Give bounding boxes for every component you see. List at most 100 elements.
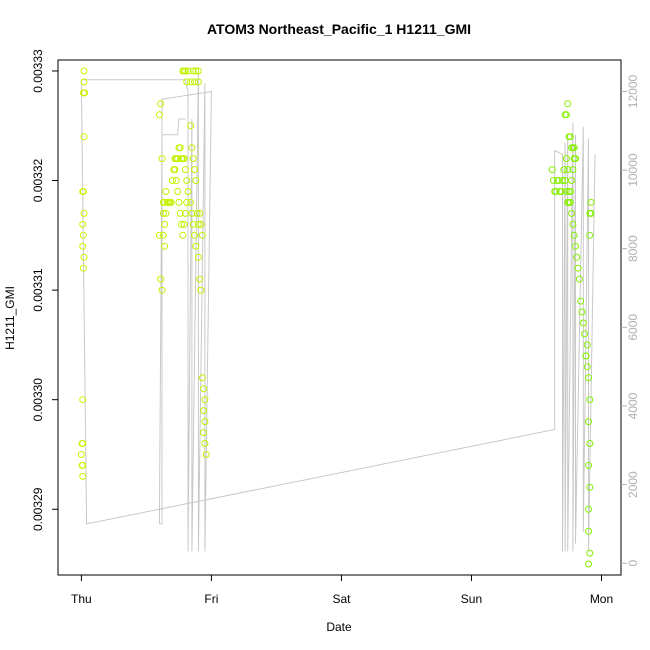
data-point bbox=[549, 177, 557, 184]
data-point bbox=[572, 242, 579, 250]
data-point bbox=[180, 155, 188, 163]
data-points-layer bbox=[77, 67, 595, 568]
data-point bbox=[559, 177, 566, 184]
data-point bbox=[585, 505, 592, 513]
data-point bbox=[577, 297, 585, 305]
data-point bbox=[564, 166, 572, 174]
data-point bbox=[162, 209, 170, 217]
data-point bbox=[569, 166, 577, 174]
data-point bbox=[79, 472, 87, 480]
data-point bbox=[568, 177, 576, 184]
data-point bbox=[200, 429, 208, 437]
data-point bbox=[570, 231, 578, 239]
data-point bbox=[79, 264, 87, 272]
data-point bbox=[80, 209, 88, 217]
data-point bbox=[79, 231, 87, 239]
data-point bbox=[194, 67, 202, 75]
data-point bbox=[174, 188, 182, 195]
data-point bbox=[585, 418, 592, 426]
data-point bbox=[188, 144, 196, 152]
data-point bbox=[552, 188, 560, 195]
data-point bbox=[158, 286, 166, 294]
data-point bbox=[176, 209, 184, 217]
data-point bbox=[587, 209, 595, 217]
data-point bbox=[568, 209, 576, 217]
data-point bbox=[548, 166, 556, 174]
data-point bbox=[198, 231, 206, 239]
data-point bbox=[191, 78, 198, 86]
data-point bbox=[574, 264, 582, 272]
x-tick-label: Mon bbox=[590, 592, 613, 606]
data-point bbox=[192, 67, 200, 75]
data-point bbox=[583, 341, 591, 349]
x-axis-label: Date bbox=[326, 620, 352, 634]
data-point bbox=[586, 483, 594, 491]
data-point bbox=[198, 374, 206, 382]
data-point bbox=[582, 352, 590, 360]
data-point bbox=[579, 319, 587, 327]
data-point bbox=[187, 78, 195, 86]
data-point bbox=[583, 363, 591, 371]
data-point bbox=[167, 198, 175, 206]
data-point bbox=[586, 549, 594, 557]
data-point bbox=[586, 231, 594, 239]
data-point bbox=[200, 385, 208, 393]
y-right-tick-label: 8000 bbox=[626, 235, 640, 262]
data-point bbox=[581, 330, 589, 338]
data-point bbox=[575, 275, 583, 283]
data-point bbox=[79, 396, 87, 404]
data-point bbox=[566, 198, 574, 206]
x-tick-label: Sat bbox=[332, 592, 351, 606]
data-point bbox=[562, 111, 570, 119]
data-point bbox=[80, 133, 88, 141]
data-point bbox=[189, 155, 197, 163]
data-point bbox=[79, 440, 87, 447]
data-point bbox=[162, 188, 170, 195]
data-point bbox=[80, 78, 88, 86]
data-point bbox=[189, 220, 197, 228]
data-point bbox=[201, 418, 209, 426]
data-point bbox=[202, 451, 210, 458]
y-right-tick-label: 0 bbox=[626, 560, 640, 567]
y-left-tick-label: 0.00332 bbox=[31, 158, 45, 202]
data-point bbox=[192, 242, 200, 250]
data-point bbox=[564, 100, 572, 108]
data-point bbox=[197, 220, 205, 228]
x-tick-label: Fri bbox=[204, 592, 218, 606]
data-point bbox=[180, 220, 188, 228]
data-point bbox=[562, 188, 570, 195]
data-point bbox=[191, 166, 198, 174]
data-point bbox=[585, 560, 592, 568]
y-left-tick-label: 0.00331 bbox=[31, 268, 45, 312]
data-point bbox=[565, 188, 573, 195]
y-right-tick-label: 4000 bbox=[626, 392, 640, 419]
data-point bbox=[157, 275, 165, 283]
data-point bbox=[585, 374, 592, 382]
data-point bbox=[587, 198, 595, 206]
data-point bbox=[201, 440, 209, 447]
data-point bbox=[80, 67, 88, 75]
data-point bbox=[79, 188, 87, 195]
data-point bbox=[78, 461, 86, 469]
data-point bbox=[172, 177, 180, 184]
data-point bbox=[80, 253, 88, 261]
data-point bbox=[578, 308, 586, 316]
data-point bbox=[168, 177, 176, 184]
data-point bbox=[178, 220, 185, 228]
data-point bbox=[159, 231, 167, 239]
data-point bbox=[570, 144, 578, 152]
altitude-line-0 bbox=[80, 79, 596, 552]
y-left-tick-label: 0.00333 bbox=[31, 49, 45, 93]
data-point bbox=[79, 220, 87, 228]
data-point bbox=[200, 407, 208, 415]
y-right-tick-label: 2000 bbox=[626, 471, 640, 498]
data-point bbox=[175, 198, 183, 206]
data-point bbox=[191, 231, 198, 239]
data-point bbox=[157, 100, 165, 108]
data-point bbox=[184, 188, 192, 195]
y-axis-label: H1211_GMI bbox=[3, 286, 17, 350]
plot-frame bbox=[57, 59, 622, 576]
y-axis-left: 0.00329 0.00330 0.00331 0.00332 0.00333 bbox=[31, 49, 58, 531]
y-right-tick-label: 12000 bbox=[626, 74, 640, 108]
y-axis-right: 0 2000 4000 6000 8000 10000 12000 bbox=[621, 74, 640, 567]
